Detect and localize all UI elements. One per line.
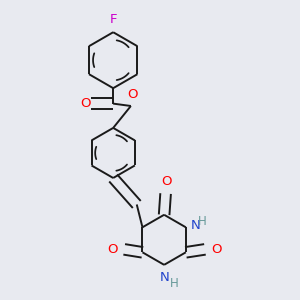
Text: O: O xyxy=(81,97,91,110)
Text: H: H xyxy=(198,215,207,228)
Text: O: O xyxy=(107,243,118,256)
Text: O: O xyxy=(127,88,138,101)
Text: N: N xyxy=(191,219,201,232)
Text: F: F xyxy=(110,13,117,26)
Text: O: O xyxy=(212,243,222,256)
Text: N: N xyxy=(159,271,169,284)
Text: H: H xyxy=(170,277,179,290)
Text: O: O xyxy=(161,175,171,188)
